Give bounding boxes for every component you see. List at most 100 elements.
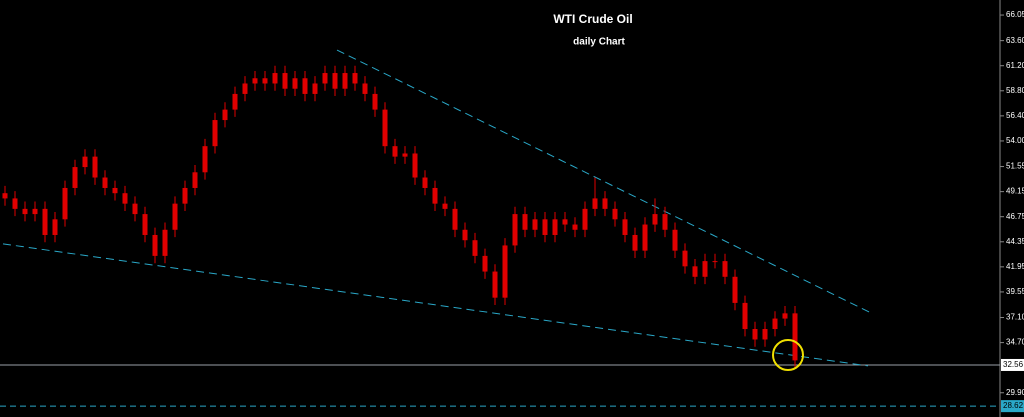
candle-body bbox=[672, 229, 678, 251]
candle-body bbox=[532, 219, 538, 230]
candle-body bbox=[152, 234, 158, 256]
candle-body bbox=[102, 177, 108, 188]
candle-body bbox=[482, 255, 488, 272]
chart-subtitle: daily Chart bbox=[573, 37, 625, 48]
candle-body bbox=[632, 234, 638, 251]
candle-body bbox=[352, 73, 358, 84]
candle-body bbox=[542, 219, 548, 235]
candle-body bbox=[592, 198, 598, 209]
candle-body bbox=[662, 214, 668, 230]
y-tick-label: 56.40 bbox=[1006, 111, 1024, 120]
candle-body bbox=[372, 93, 378, 110]
candle-body bbox=[292, 78, 298, 89]
support-label-box bbox=[1001, 400, 1024, 413]
y-tick-label: 34.70 bbox=[1006, 338, 1024, 347]
candle-body bbox=[342, 73, 348, 89]
candle-body bbox=[552, 219, 558, 235]
candle-body bbox=[762, 329, 768, 340]
candle-body bbox=[272, 73, 278, 84]
candle-body bbox=[262, 78, 268, 84]
price-label-box bbox=[1001, 358, 1024, 371]
candle-body bbox=[652, 214, 658, 225]
candle-body bbox=[42, 208, 48, 235]
highlight-circle bbox=[772, 339, 804, 371]
candle-body bbox=[522, 214, 528, 230]
candle-body bbox=[32, 208, 38, 215]
candle-body bbox=[452, 208, 458, 230]
candle-body bbox=[242, 83, 248, 94]
chart-title: WTI Crude Oil bbox=[553, 12, 632, 26]
y-tick-label: 44.35 bbox=[1006, 237, 1024, 246]
y-tick-label: 51.55 bbox=[1006, 162, 1024, 171]
candle-body bbox=[442, 203, 448, 209]
candle-body bbox=[602, 198, 608, 209]
candle-body bbox=[122, 193, 128, 204]
y-tick-label: 66.05 bbox=[1006, 10, 1024, 19]
candle-body bbox=[622, 219, 628, 235]
candle-body bbox=[472, 240, 478, 256]
y-tick-label: 58.80 bbox=[1006, 86, 1024, 95]
candle-body bbox=[702, 261, 708, 277]
y-tick-label: 49.15 bbox=[1006, 187, 1024, 196]
candle-body bbox=[282, 73, 288, 89]
candle-body bbox=[722, 261, 728, 277]
y-tick-label: 37.10 bbox=[1006, 313, 1024, 322]
candle-body bbox=[182, 187, 188, 204]
candle-body bbox=[52, 219, 58, 235]
candle-body bbox=[62, 187, 68, 220]
y-tick-label: 39.55 bbox=[1006, 287, 1024, 296]
candle-body bbox=[92, 156, 98, 178]
candle-body bbox=[162, 229, 168, 256]
candle-body bbox=[322, 73, 328, 84]
candle-body bbox=[752, 329, 758, 340]
candle-body bbox=[2, 193, 8, 199]
candle-body bbox=[402, 153, 408, 157]
candle-body bbox=[302, 78, 308, 94]
y-tick-label: 46.75 bbox=[1006, 212, 1024, 221]
candle-body bbox=[382, 109, 388, 147]
candle-body bbox=[142, 214, 148, 235]
candle-body bbox=[432, 187, 438, 204]
candle-body bbox=[212, 120, 218, 147]
candle-body bbox=[492, 271, 498, 298]
candle-body bbox=[712, 261, 718, 263]
candle-body bbox=[692, 266, 698, 277]
candle-body bbox=[612, 208, 618, 220]
candle-body bbox=[232, 93, 238, 110]
candle-body bbox=[572, 224, 578, 230]
candle-body bbox=[642, 224, 648, 251]
candle-body bbox=[172, 203, 178, 230]
candle-body bbox=[202, 146, 208, 173]
candle-body bbox=[12, 198, 18, 209]
candle-body bbox=[502, 245, 508, 298]
price-label: 32.56 bbox=[1003, 360, 1024, 369]
candle-body bbox=[112, 187, 118, 194]
candle-body bbox=[422, 177, 428, 188]
candle-body bbox=[132, 203, 138, 215]
candle-body bbox=[392, 146, 398, 157]
candle-body bbox=[782, 313, 788, 319]
candle-body bbox=[742, 302, 748, 330]
candle-body bbox=[82, 156, 88, 168]
candle-body bbox=[332, 73, 338, 89]
candle-body bbox=[462, 229, 468, 241]
y-tick-label: 61.20 bbox=[1006, 61, 1024, 70]
trendline bbox=[2, 243, 869, 367]
candle-body bbox=[792, 313, 798, 361]
y-tick-label: 41.95 bbox=[1006, 262, 1024, 271]
candle-body bbox=[72, 167, 78, 188]
candle-body bbox=[682, 250, 688, 267]
support-label: 28.62 bbox=[1003, 401, 1024, 410]
candle-body bbox=[582, 208, 588, 230]
candle-body bbox=[252, 78, 258, 84]
y-tick-label: 54.00 bbox=[1006, 136, 1024, 145]
candle-body bbox=[312, 83, 318, 94]
candle-body bbox=[772, 318, 778, 330]
trendline bbox=[336, 49, 874, 315]
y-tick-label: 29.90 bbox=[1006, 388, 1024, 397]
candle-body bbox=[362, 83, 368, 94]
candle-body bbox=[732, 276, 738, 303]
candle-body bbox=[412, 153, 418, 178]
